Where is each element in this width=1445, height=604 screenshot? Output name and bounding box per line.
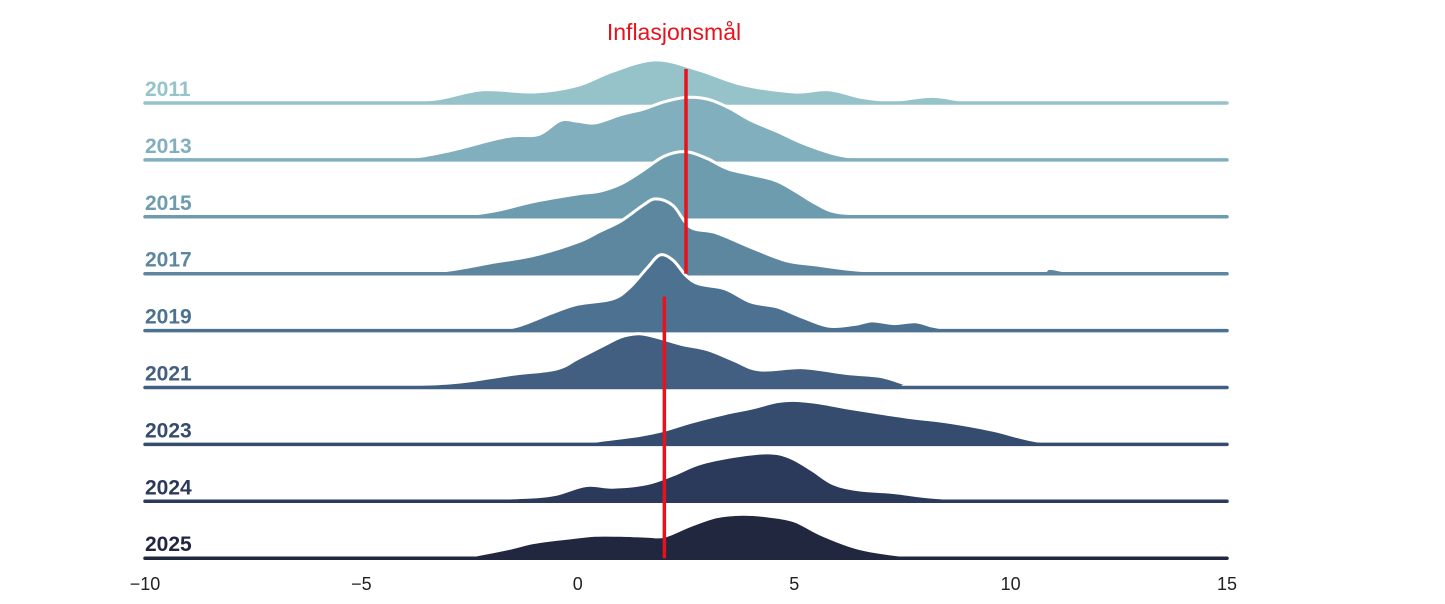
ridge-outline-2025: [144, 512, 1228, 560]
year-label-2021: 2021: [145, 363, 192, 386]
year-label-2023: 2023: [145, 419, 192, 442]
year-label-2015: 2015: [145, 192, 192, 215]
ridge-area-2025: [145, 514, 1227, 559]
ridge-area-2024: [145, 452, 1227, 502]
x-tick-label: 5: [789, 574, 799, 594]
year-label-2011: 2011: [145, 78, 191, 101]
ridge-2025: [143, 512, 1229, 560]
year-label-2019: 2019: [145, 306, 192, 329]
ridge-2021: [143, 332, 1229, 390]
x-tick-label: 10: [1001, 574, 1021, 594]
ridge-area-2021: [145, 333, 1227, 388]
target-lines: [662, 69, 688, 559]
ridge-2024: [143, 451, 1229, 504]
year-labels: 2011 2013 2015 2017 2019 2021 2023 2024 2025: [145, 78, 192, 556]
ridge-outline-2017: [144, 197, 1228, 276]
year-label-2024: 2024: [145, 476, 192, 499]
ridge-area-2023: [145, 400, 1227, 445]
ridge-outline-2019: [144, 253, 1228, 333]
target-label: Inflasjonsmål: [607, 19, 741, 45]
ridge-area-2019: [145, 254, 1227, 331]
ridge-2019: [143, 253, 1229, 333]
year-label-2013: 2013: [145, 135, 192, 158]
x-axis: −10 −5 0 5 10 15: [130, 574, 1237, 594]
x-tick-label: 0: [573, 574, 583, 594]
x-tick-label: −10: [130, 574, 161, 594]
ridge-2023: [143, 398, 1229, 447]
x-tick-label: −5: [351, 574, 372, 594]
year-label-2017: 2017: [145, 249, 192, 272]
year-label-2025: 2025: [145, 533, 192, 556]
ridge-outline-2021: [144, 332, 1228, 390]
x-tick-label: 15: [1217, 574, 1237, 594]
